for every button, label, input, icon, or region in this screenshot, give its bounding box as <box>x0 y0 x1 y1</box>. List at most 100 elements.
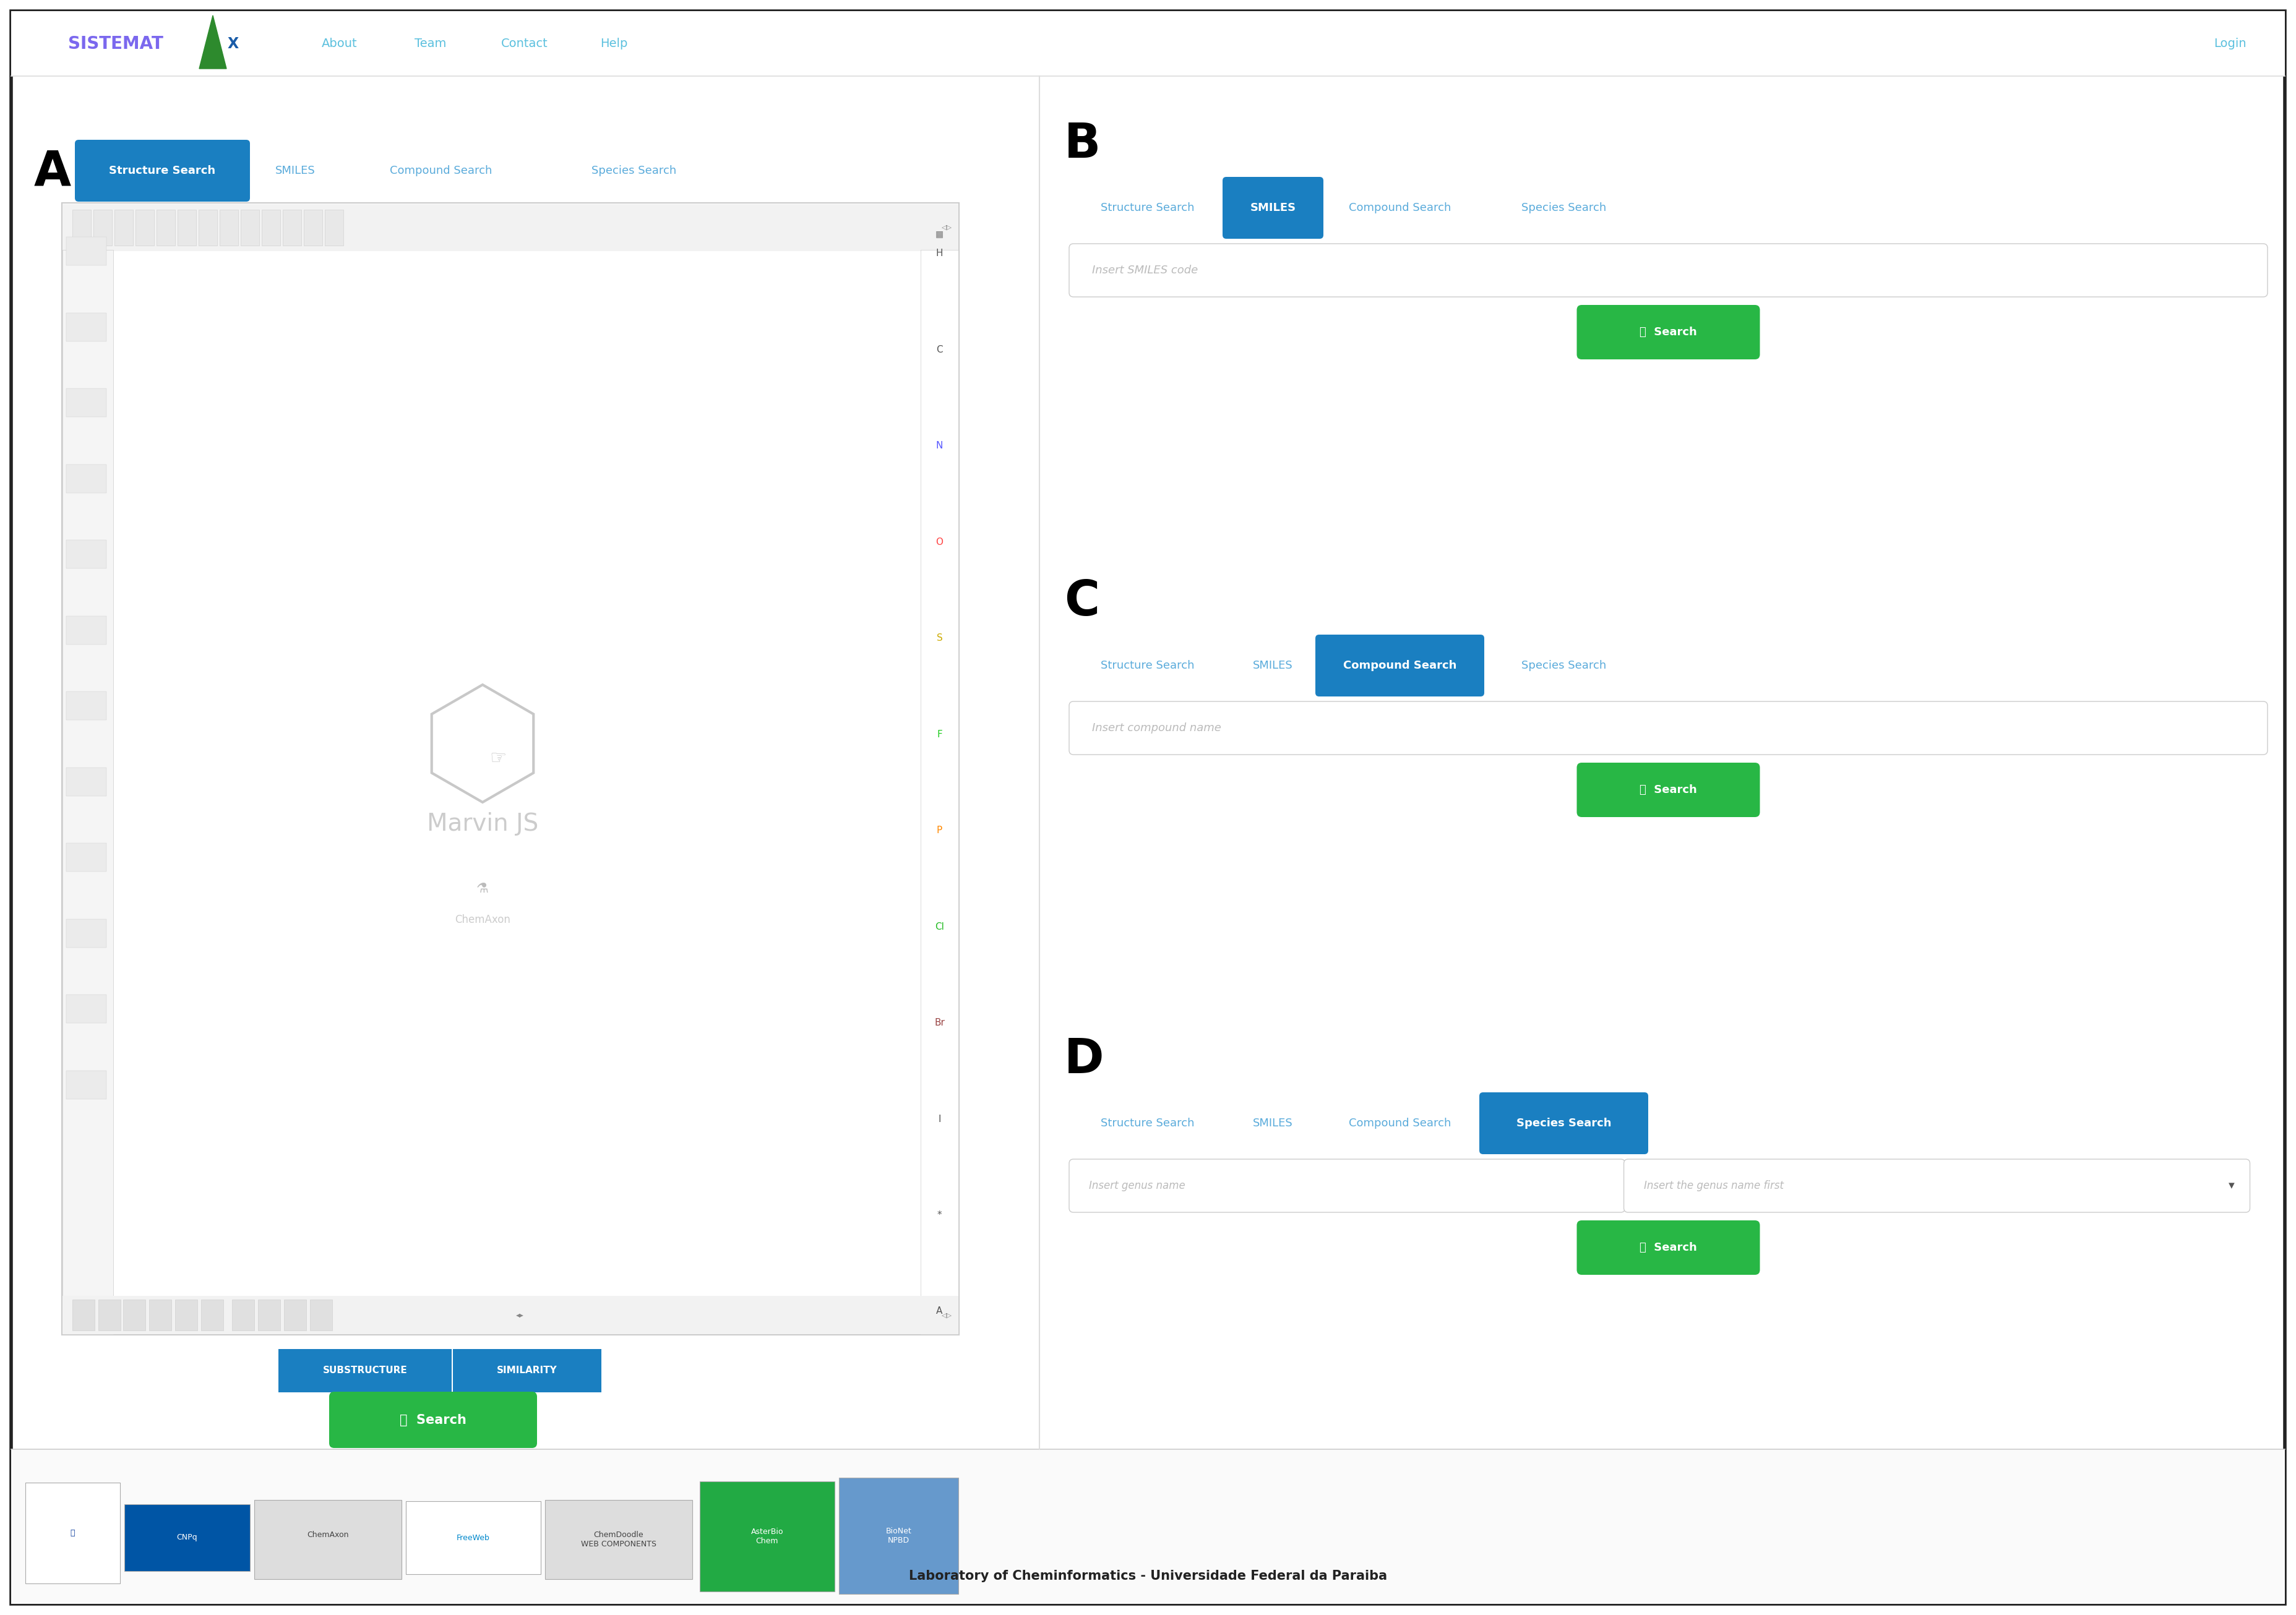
Text: 🏛: 🏛 <box>71 1529 76 1537</box>
Text: Help: Help <box>599 37 627 50</box>
Text: Compound Search: Compound Search <box>1348 1118 1451 1129</box>
FancyBboxPatch shape <box>1577 1221 1761 1274</box>
Text: I: I <box>939 1114 941 1124</box>
Text: A: A <box>34 149 71 195</box>
Text: SMILES: SMILES <box>1254 1118 1293 1129</box>
FancyBboxPatch shape <box>124 1504 250 1571</box>
Text: Insert compound name: Insert compound name <box>1093 722 1221 733</box>
FancyBboxPatch shape <box>197 210 218 245</box>
FancyBboxPatch shape <box>11 1449 2285 1604</box>
Text: Structure Search: Structure Search <box>1100 1118 1194 1129</box>
FancyBboxPatch shape <box>73 1300 94 1331</box>
Text: Br: Br <box>934 1017 944 1027</box>
Text: SIMILARITY: SIMILARITY <box>496 1366 558 1376</box>
Text: A: A <box>937 1307 944 1316</box>
Text: Marvin JS: Marvin JS <box>427 812 537 835</box>
Text: C: C <box>937 346 944 354</box>
FancyBboxPatch shape <box>67 389 106 417</box>
FancyBboxPatch shape <box>406 1502 542 1575</box>
FancyBboxPatch shape <box>202 1300 223 1331</box>
FancyBboxPatch shape <box>62 1295 957 1334</box>
Text: Compound Search: Compound Search <box>390 165 491 176</box>
Text: Species Search: Species Search <box>1522 202 1607 213</box>
FancyBboxPatch shape <box>232 1300 255 1331</box>
FancyBboxPatch shape <box>11 11 2285 1604</box>
Text: Team: Team <box>416 37 445 50</box>
FancyBboxPatch shape <box>1316 635 1483 696</box>
FancyBboxPatch shape <box>241 210 259 245</box>
Text: ▾: ▾ <box>2229 1181 2234 1192</box>
Text: B: B <box>1063 121 1100 168</box>
Text: AsterBio
Chem: AsterBio Chem <box>751 1528 783 1546</box>
FancyBboxPatch shape <box>220 210 239 245</box>
Text: Species Search: Species Search <box>1522 661 1607 672</box>
Text: *: * <box>937 1211 941 1219</box>
Text: ▦: ▦ <box>934 229 944 237</box>
FancyBboxPatch shape <box>1577 762 1761 817</box>
FancyBboxPatch shape <box>278 1349 452 1392</box>
FancyBboxPatch shape <box>255 1500 402 1579</box>
Text: Cl: Cl <box>934 922 944 932</box>
FancyBboxPatch shape <box>135 210 154 245</box>
Text: X: X <box>227 36 239 52</box>
Text: Species Search: Species Search <box>592 165 677 176</box>
Text: SMILES: SMILES <box>1254 661 1293 672</box>
FancyBboxPatch shape <box>67 919 106 948</box>
Text: Compound Search: Compound Search <box>1343 661 1456 672</box>
FancyBboxPatch shape <box>257 1300 280 1331</box>
FancyBboxPatch shape <box>67 313 106 341</box>
Text: ChemDoodle
WEB COMPONENTS: ChemDoodle WEB COMPONENTS <box>581 1531 657 1549</box>
FancyBboxPatch shape <box>149 1300 172 1331</box>
Text: Laboratory of Cheminformatics - Universidade Federal da Paraiba: Laboratory of Cheminformatics - Universi… <box>909 1570 1387 1583</box>
Text: ◁▷: ◁▷ <box>941 224 953 231</box>
Text: FreeWeb: FreeWeb <box>457 1534 489 1542</box>
Text: SUBSTRUCTURE: SUBSTRUCTURE <box>324 1366 406 1376</box>
FancyBboxPatch shape <box>67 1071 106 1098</box>
Text: ChemAxon: ChemAxon <box>455 914 510 925</box>
FancyBboxPatch shape <box>76 141 250 202</box>
Text: ◀▶: ◀▶ <box>517 1313 523 1318</box>
FancyBboxPatch shape <box>67 615 106 644</box>
FancyBboxPatch shape <box>115 210 133 245</box>
FancyBboxPatch shape <box>1070 1160 1626 1213</box>
Text: S: S <box>937 633 944 643</box>
Text: About: About <box>321 37 358 50</box>
Text: Structure Search: Structure Search <box>1100 661 1194 672</box>
FancyBboxPatch shape <box>544 1500 693 1579</box>
FancyBboxPatch shape <box>11 11 2285 76</box>
FancyBboxPatch shape <box>310 1300 333 1331</box>
Text: Structure Search: Structure Search <box>1100 202 1194 213</box>
FancyBboxPatch shape <box>452 1349 602 1392</box>
Text: Insert SMILES code: Insert SMILES code <box>1093 265 1199 276</box>
Text: ☞: ☞ <box>489 749 507 767</box>
FancyBboxPatch shape <box>67 767 106 796</box>
FancyBboxPatch shape <box>1070 244 2268 297</box>
FancyBboxPatch shape <box>838 1478 957 1594</box>
Text: P: P <box>937 825 941 835</box>
Text: N: N <box>937 441 944 451</box>
FancyBboxPatch shape <box>156 210 174 245</box>
FancyBboxPatch shape <box>67 464 106 493</box>
Text: 🔍  Search: 🔍 Search <box>1639 1242 1697 1253</box>
Text: CNPq: CNPq <box>177 1534 197 1542</box>
Text: SISTEMAT: SISTEMAT <box>69 36 163 52</box>
FancyBboxPatch shape <box>282 210 301 245</box>
FancyBboxPatch shape <box>67 995 106 1022</box>
FancyBboxPatch shape <box>328 1392 537 1449</box>
FancyBboxPatch shape <box>1070 701 2268 754</box>
Text: Contact: Contact <box>501 37 549 50</box>
Text: ChemAxon: ChemAxon <box>308 1531 349 1549</box>
Text: H: H <box>937 249 944 258</box>
Text: SMILES: SMILES <box>1249 202 1295 213</box>
FancyBboxPatch shape <box>124 1300 145 1331</box>
FancyBboxPatch shape <box>1623 1160 2250 1213</box>
Text: Login: Login <box>2213 37 2245 50</box>
Text: BioNet
NPBD: BioNet NPBD <box>886 1528 912 1544</box>
FancyBboxPatch shape <box>700 1481 836 1591</box>
FancyBboxPatch shape <box>73 210 92 245</box>
FancyBboxPatch shape <box>1221 178 1322 239</box>
Text: Compound Search: Compound Search <box>1348 202 1451 213</box>
FancyBboxPatch shape <box>94 210 113 245</box>
FancyBboxPatch shape <box>285 1300 305 1331</box>
Text: Insert genus name: Insert genus name <box>1088 1181 1185 1192</box>
